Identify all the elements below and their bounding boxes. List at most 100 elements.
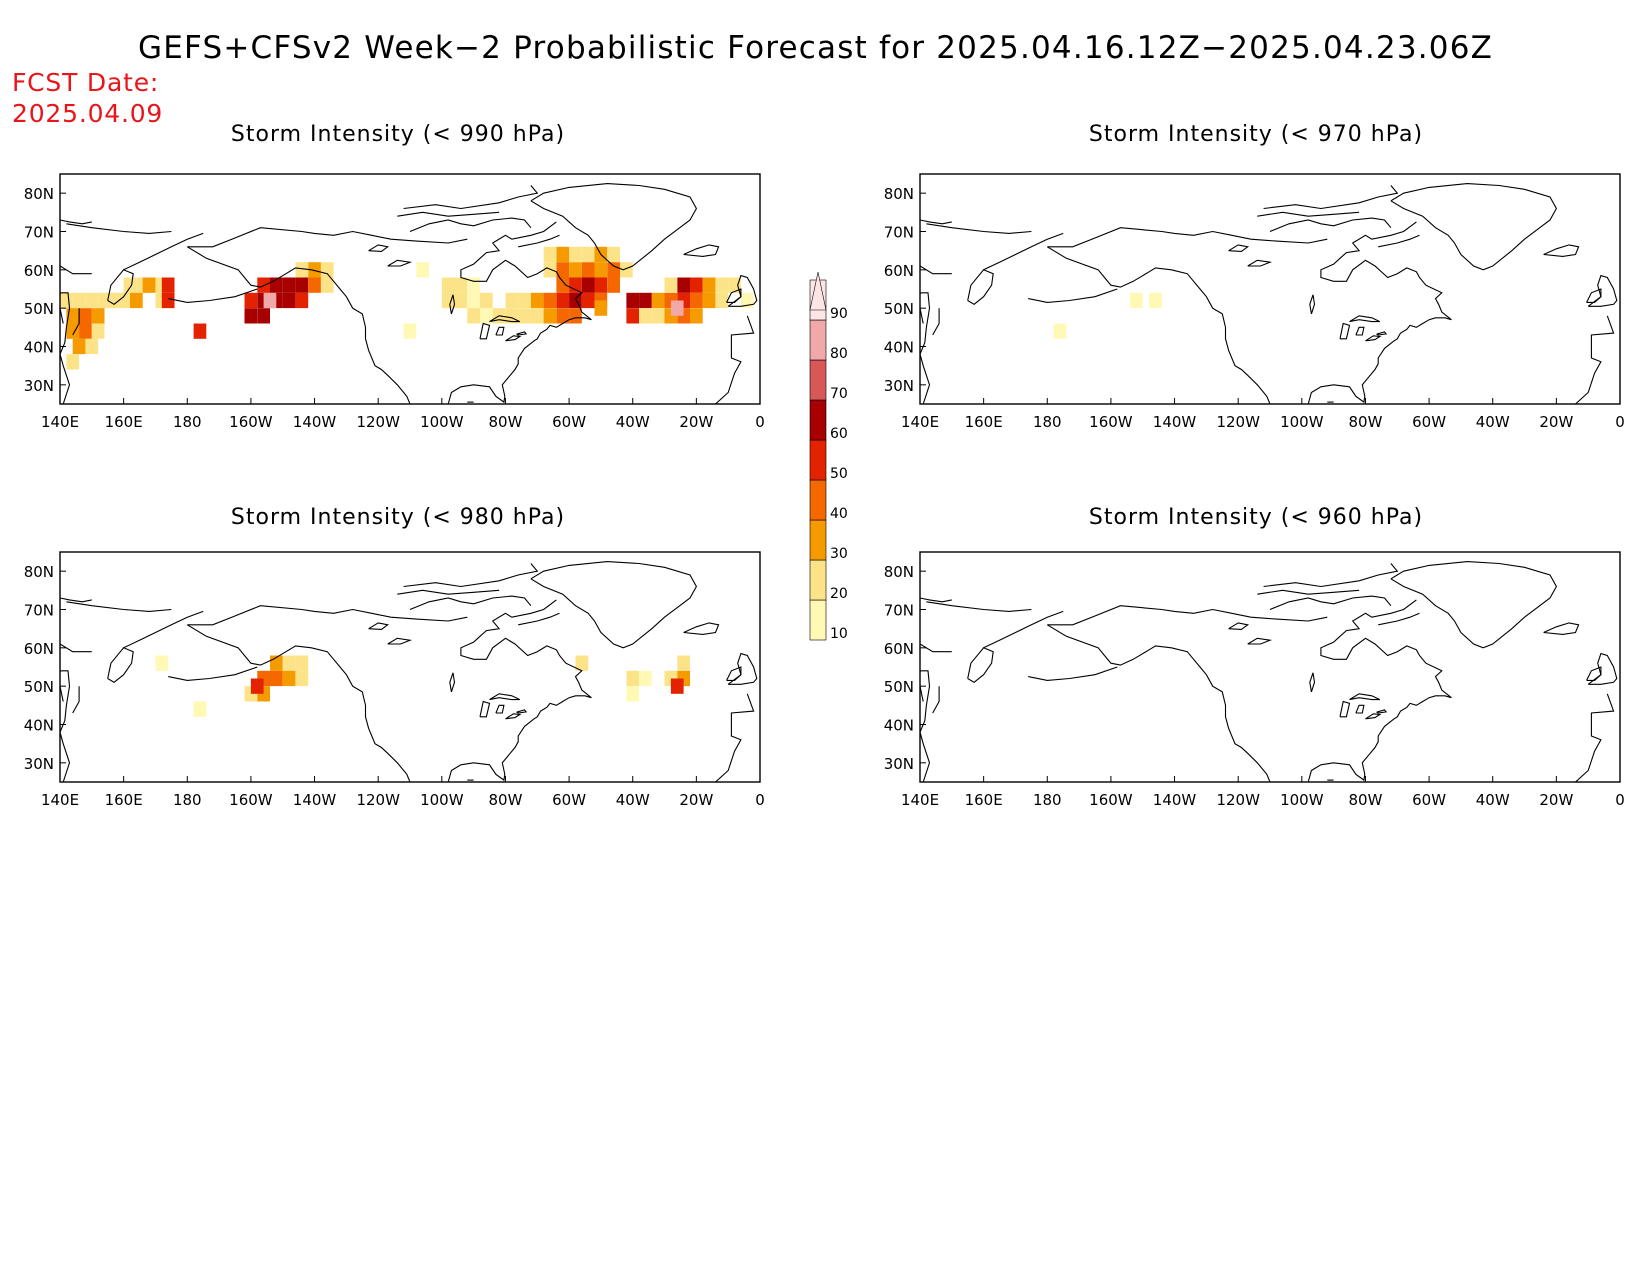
x-tick-label: 140E (901, 413, 939, 431)
colorbar-label: 50 (830, 466, 848, 482)
prob-cell (403, 323, 417, 339)
prob-cell (556, 262, 570, 278)
plot-frame (59, 551, 761, 783)
coastline (1378, 612, 1420, 626)
lake-outline (1349, 693, 1381, 701)
prob-cell (66, 323, 80, 339)
coastline (123, 232, 204, 271)
coastline (60, 670, 71, 782)
main-title: GEFS+CFSv2 Week−2 Probabilistic Forecast… (138, 30, 1494, 66)
coastline (518, 234, 560, 248)
coastline (726, 666, 742, 681)
prob-cell (690, 308, 703, 324)
coastline (447, 221, 592, 404)
prob-cell (670, 300, 684, 316)
colorbar-label: 10 (830, 626, 848, 642)
coastline (187, 227, 468, 248)
y-tick-label: 80N (884, 185, 914, 203)
lake-outline (505, 335, 522, 342)
colorbar-above-range (809, 271, 827, 311)
prob-cell (715, 277, 729, 293)
prob-cell (270, 670, 283, 687)
prob-cell (639, 670, 652, 687)
x-tick-label: 180 (1033, 413, 1062, 431)
x-tick-label: 160W (1089, 791, 1133, 809)
y-tick-label: 50N (24, 300, 54, 318)
y-tick-label: 70N (24, 602, 54, 620)
x-tick-label: 0 (755, 413, 765, 431)
prob-cell (569, 262, 582, 278)
prob-cell (295, 277, 309, 293)
coastline (397, 589, 500, 595)
prob-cell (626, 670, 640, 687)
coastline (447, 599, 592, 782)
x-tick-label: 40W (616, 791, 650, 809)
prob-cell (66, 354, 80, 370)
prob-cell (467, 308, 480, 324)
lake-outline (1309, 294, 1316, 315)
lake-outline (1309, 672, 1316, 693)
prob-cell (607, 262, 620, 278)
x-tick-label: 40W (1476, 791, 1510, 809)
panel-title-970: Storm Intensity (< 970 hPa) (1088, 122, 1424, 147)
coastline (1047, 624, 1271, 782)
lake-outline (495, 704, 505, 714)
prob-cell (193, 701, 207, 717)
lake-outline (495, 326, 505, 336)
prob-cell (104, 292, 118, 309)
y-tick-label: 40N (24, 717, 54, 735)
prob-cell (626, 308, 640, 324)
y-tick-label: 50N (884, 300, 914, 318)
x-tick-label: 180 (173, 413, 202, 431)
prob-cell (556, 308, 570, 324)
prob-cell (441, 277, 455, 293)
prob-cell (530, 292, 544, 309)
prob-cell (142, 277, 156, 293)
prob-cell (79, 323, 92, 339)
coastline (920, 643, 952, 653)
lake-outline (1339, 700, 1351, 718)
panel-title-960: Storm Intensity (< 960 hPa) (1088, 505, 1424, 530)
coastline (60, 292, 71, 404)
colorbar-label: 80 (830, 346, 848, 362)
prob-cell (1053, 323, 1067, 339)
prob-cell (651, 292, 665, 309)
lake-outline (1247, 637, 1273, 645)
x-tick-label: 80W (1348, 413, 1382, 431)
x-tick-label: 0 (1615, 413, 1625, 431)
prob-cell (607, 246, 620, 263)
coastline (1047, 605, 1328, 626)
prob-cell (581, 246, 595, 263)
coastline (1047, 246, 1271, 404)
x-tick-label: 140E (41, 413, 79, 431)
prob-cell (575, 655, 589, 671)
colorbar-segment (809, 479, 827, 521)
prob-cell (282, 292, 296, 309)
coastline (409, 595, 532, 611)
coastline (72, 686, 80, 714)
prob-cell (295, 670, 309, 687)
coastline (920, 219, 952, 225)
prob-cell (664, 277, 678, 293)
map-svg-970: 140E 160E 180 160W 140W 120W 100W 80W 60W 40W 20W 0… (884, 173, 1625, 431)
y-tick-label: 70N (884, 602, 914, 620)
prob-cell (91, 323, 105, 339)
prob-cell (543, 246, 557, 263)
colorbar-label: 40 (830, 506, 848, 522)
y-tick-label: 80N (24, 563, 54, 581)
map-panel-990: 140E 160E 180 160W 140W 120W 100W 80W 60W 40W 20W 0… (10, 170, 770, 431)
map-svg-980: 140E 160E 180 160W 140W 120W 100W 80W 60W 40W 20W 0… (24, 551, 765, 809)
coastline (1378, 234, 1420, 248)
y-tick-label: 70N (884, 224, 914, 242)
x-tick-label: 80W (488, 413, 522, 431)
prob-cell (72, 292, 86, 309)
panel-title-990: Storm Intensity (< 990 hPa) (230, 122, 566, 147)
coastline (1028, 288, 1118, 303)
prob-cell (161, 277, 175, 293)
fcst-date-value: 2025.04.09 (12, 99, 164, 128)
lake-outline (1228, 622, 1250, 630)
prob-cell (702, 292, 716, 309)
prob-cell (72, 338, 86, 355)
coastline (1586, 288, 1602, 303)
lake-outline (1376, 709, 1388, 714)
